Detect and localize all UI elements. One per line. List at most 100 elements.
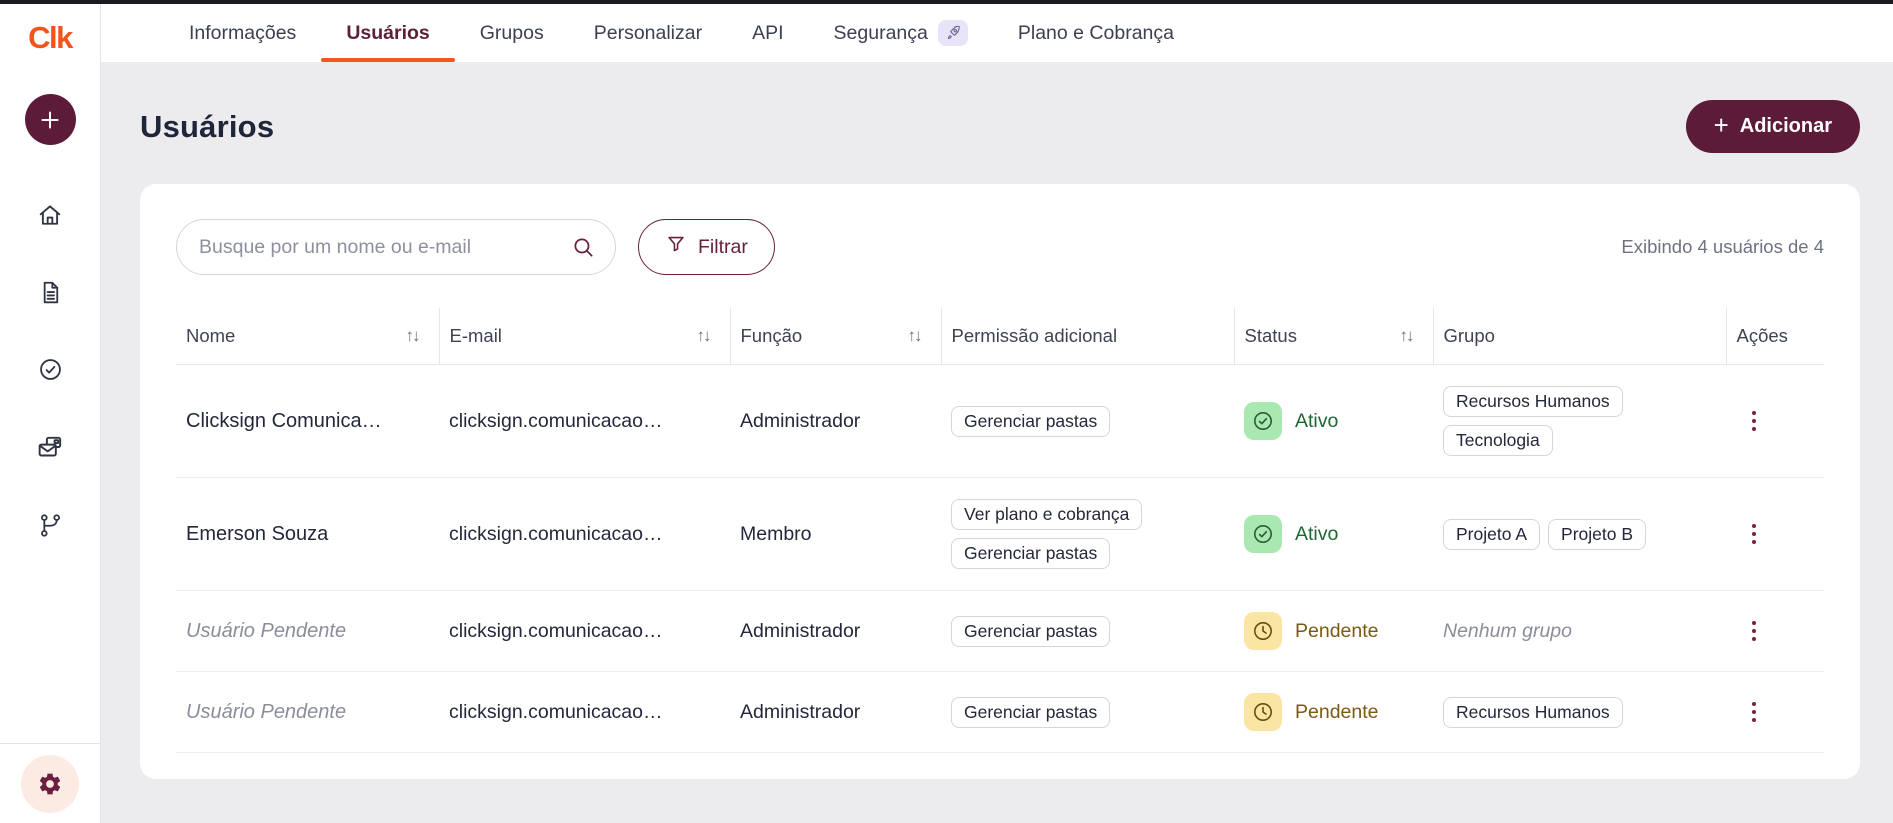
tag-chip: Projeto B: [1548, 518, 1647, 550]
cell-name: Usuário Pendente: [176, 590, 439, 672]
cell-status: Pendente: [1234, 671, 1433, 753]
status-clock-icon: [1251, 700, 1275, 724]
table-header-row: Nome ↑↓ E-mail ↑↓ Função ↑↓ Permissão adiciona…: [176, 308, 1824, 365]
check-circle-icon: [37, 356, 64, 383]
sidebar-nav: [34, 199, 67, 541]
sidebar-item-check-circle[interactable]: [35, 354, 66, 385]
cell-permissions: Gerenciar pastas: [941, 364, 1234, 478]
column-label: Grupo: [1443, 325, 1495, 346]
add-user-label: Adicionar: [1739, 115, 1832, 137]
column-header-grupo: Grupo: [1433, 308, 1727, 365]
column-header-nome[interactable]: Nome ↑↓: [176, 308, 440, 365]
filter-label: Filtrar: [698, 235, 748, 258]
add-user-button[interactable]: + Adicionar: [1685, 100, 1860, 153]
page-content: Usuários + Adicionar: [101, 62, 1893, 823]
column-header-status[interactable]: Status ↑↓: [1234, 308, 1434, 365]
cell-role: Membro: [730, 477, 941, 591]
column-label: E-mail: [449, 325, 502, 346]
sidebar-item-home[interactable]: [34, 199, 66, 231]
cell-groups: Nenhum grupo: [1433, 590, 1726, 672]
tabs-bar: Informações Usuários Grupos Personalizar API…: [101, 4, 1893, 62]
users-card: Filtrar Exibindo 4 usuários de 4 Nome↑↓E…: [140, 184, 1860, 779]
sort-icon[interactable]: ↑↓: [907, 326, 923, 345]
status-check-icon: [1251, 522, 1275, 546]
cell-status: Ativo: [1234, 477, 1433, 591]
cell-permissions: Gerenciar pastas: [941, 671, 1234, 753]
cell-email: clicksign.comunicacao…: [439, 671, 730, 753]
tab-plano-e-cobranca[interactable]: Plano e Cobrança: [993, 4, 1199, 62]
column-label: Permissão adicional: [951, 325, 1118, 346]
tab-grupos[interactable]: Grupos: [455, 4, 569, 62]
clicksign-logo: Clk: [28, 20, 73, 55]
cell-groups: Recursos Humanos Tecnologia: [1433, 364, 1726, 478]
filter-button[interactable]: Filtrar: [638, 219, 775, 275]
active-tab-underline: [321, 58, 455, 62]
tab-label: Plano e Cobrança: [1017, 21, 1174, 44]
sort-icon[interactable]: ↑↓: [405, 326, 421, 345]
tab-badge: [937, 20, 968, 46]
tab-seguranca[interactable]: Segurança: [809, 4, 993, 62]
search-field: [176, 219, 616, 275]
cell-role: Administrador: [730, 671, 941, 753]
row-actions-kebab-icon[interactable]: [1742, 403, 1766, 439]
page-title: Usuários: [140, 108, 275, 144]
status-label: Ativo: [1295, 409, 1339, 432]
tab-label: Usuários: [346, 21, 430, 44]
tab-personalizar[interactable]: Personalizar: [569, 4, 727, 62]
cell-actions: [1726, 590, 1824, 672]
sidebar-divider: [0, 743, 100, 744]
sidebar-item-document[interactable]: [35, 277, 66, 308]
sidebar: Clk: [0, 4, 101, 823]
search-icon: [571, 235, 596, 265]
row-actions-kebab-icon[interactable]: [1742, 516, 1766, 552]
table-row: Usuário Pendente clicksign.comunicacao… Ad…: [176, 671, 1824, 753]
column-label: Função: [740, 325, 803, 346]
tab-api[interactable]: API: [727, 4, 808, 62]
cell-permissions: Gerenciar pastas: [941, 590, 1234, 672]
users-table: Nome ↑↓ E-mail ↑↓ Função ↑↓ Permissão adiciona…: [176, 308, 1824, 753]
cell-status: Pendente: [1234, 590, 1433, 672]
tag-chip: Ver plano e cobrança: [951, 499, 1143, 530]
branch-icon: [37, 512, 64, 539]
sidebar-item-branch[interactable]: [35, 510, 66, 541]
plus-icon: +: [1713, 110, 1729, 140]
row-actions-kebab-icon[interactable]: [1742, 694, 1766, 730]
cell-role: Administrador: [730, 590, 941, 672]
sort-icon[interactable]: ↑↓: [1399, 326, 1415, 345]
top-border: [0, 0, 1893, 4]
results-count: Exibindo 4 usuários de 4: [1621, 236, 1824, 257]
cell-name: Usuário Pendente: [176, 671, 439, 753]
cell-actions: [1726, 364, 1824, 478]
document-icon: [37, 279, 64, 306]
column-header-acoes: Ações: [1726, 308, 1824, 365]
column-header-funcao[interactable]: Função ↑↓: [730, 308, 942, 365]
column-header-permissao-adicional: Permissão adicional: [941, 308, 1235, 365]
tab-label: Informações: [189, 21, 297, 44]
table-row: Usuário Pendente clicksign.comunicacao… Ad…: [176, 590, 1824, 672]
cell-email: clicksign.comunicacao…: [439, 364, 730, 478]
column-header-e-mail[interactable]: E-mail ↑↓: [439, 308, 731, 365]
cell-status: Ativo: [1234, 364, 1433, 478]
search-input[interactable]: [176, 219, 616, 275]
status-label: Pendente: [1295, 700, 1379, 723]
app-shell: Clk Informações Usuários Grupos Personaliza…: [0, 4, 1893, 823]
tab-label: Grupos: [479, 21, 544, 44]
tag-chip: Gerenciar pastas: [951, 615, 1111, 647]
sort-icon[interactable]: ↑↓: [696, 326, 712, 345]
cell-email: clicksign.comunicacao…: [439, 477, 730, 591]
tab-usuarios[interactable]: Usuários: [321, 4, 455, 62]
status-clock-icon: [1251, 619, 1275, 643]
tag-chip: Gerenciar pastas: [951, 405, 1111, 437]
sidebar-item-mail-stack[interactable]: [34, 431, 67, 464]
new-document-button[interactable]: [24, 94, 76, 145]
funnel-icon: [665, 233, 687, 261]
tab-informacoes[interactable]: Informações: [164, 4, 321, 62]
column-label: Ações: [1736, 325, 1788, 346]
rocket-icon: [944, 24, 962, 42]
table-row: Emerson Souza clicksign.comunicacao… Membr…: [176, 477, 1824, 591]
cell-permissions: Ver plano e cobrança Gerenciar pastas: [941, 477, 1234, 591]
row-actions-kebab-icon[interactable]: [1742, 613, 1766, 649]
settings-button[interactable]: [21, 755, 79, 813]
cell-actions: [1726, 671, 1824, 753]
cell-email: clicksign.comunicacao…: [439, 590, 730, 672]
